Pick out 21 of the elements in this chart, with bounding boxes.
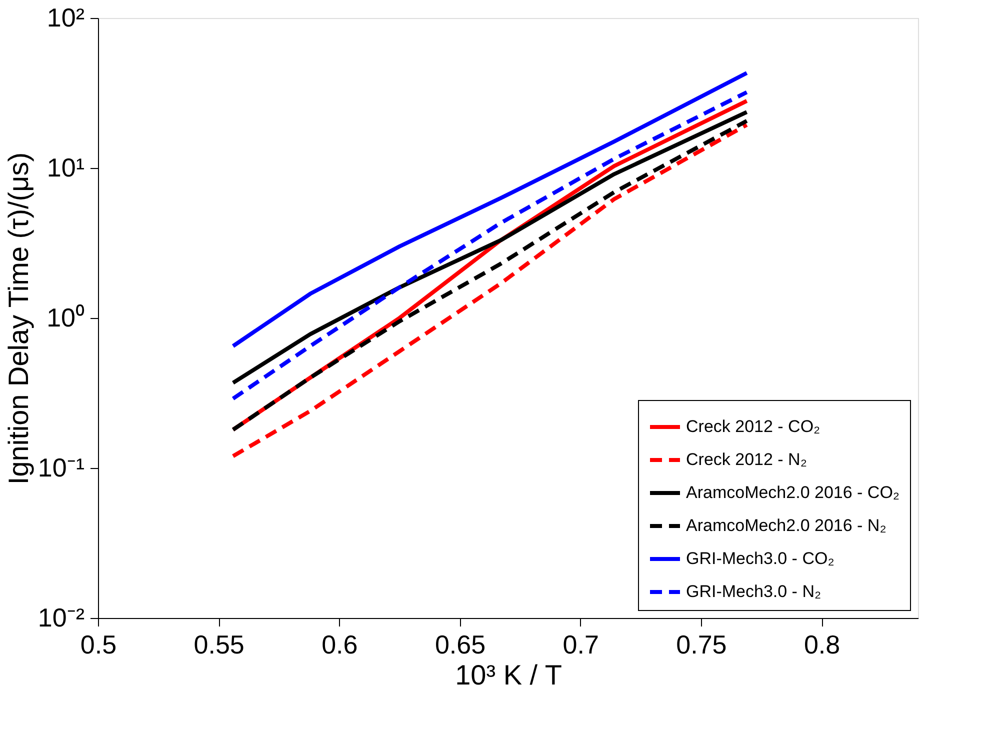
y-tick-label: 10⁻¹ <box>38 452 85 482</box>
x-tick-label: 0.75 <box>676 630 727 660</box>
x-tick-label: 0.5 <box>80 630 117 660</box>
legend-label: AramcoMech2.0 2016 - N₂ <box>686 516 886 535</box>
x-tick-label: 0.55 <box>194 630 244 660</box>
legend-label: Creck 2012 - CO₂ <box>686 417 820 436</box>
x-tick-label: 0.6 <box>322 630 358 660</box>
y-tick-label: 10² <box>46 2 85 32</box>
y-axis-title: Ignition Delay Time (τ)/(μs) <box>2 152 34 485</box>
legend-label: GRI-Mech3.0 - CO₂ <box>686 549 834 568</box>
x-axis-title: 10³ K / T <box>455 660 562 690</box>
line-series <box>231 70 749 348</box>
y-tick-label: 10⁻² <box>38 602 85 632</box>
legend-label: GRI-Mech3.0 - N₂ <box>686 582 822 601</box>
y-tick-label: 10⁰ <box>46 302 84 332</box>
legend-label: AramcoMech2.0 2016 - CO₂ <box>686 483 900 502</box>
x-tick-label: 0.7 <box>562 630 599 660</box>
x-tick-label: 0.65 <box>434 630 486 660</box>
x-tick-label: 0.8 <box>804 630 840 660</box>
legend-label: Creck 2012 - N₂ <box>686 450 807 469</box>
y-tick-label: 10¹ <box>46 152 85 182</box>
